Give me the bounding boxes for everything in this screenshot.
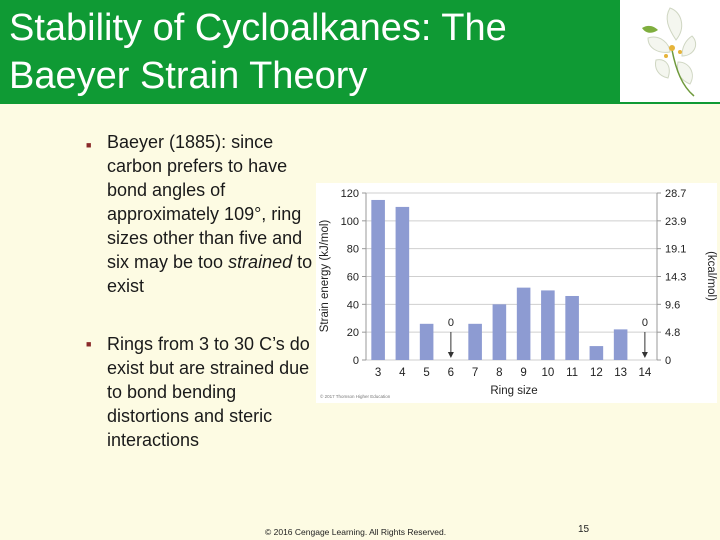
- title-divider: [0, 102, 720, 104]
- bullet-marker: ■: [86, 140, 92, 150]
- slide-title: Stability of Cycloalkanes: The Baeyer St…: [9, 7, 507, 97]
- y2-tick-label: 0: [665, 355, 671, 367]
- x-tick-label: 4: [399, 367, 406, 379]
- bar-ring-4: [395, 206, 410, 360]
- x-tick-label: 6: [448, 367, 454, 379]
- bar-ring-8: [492, 304, 507, 360]
- bar-ring-13: [613, 329, 628, 360]
- zero-value-label: 0: [448, 317, 454, 329]
- y2-tick-label: 23.9: [665, 216, 686, 228]
- bar-ring-7: [468, 323, 482, 360]
- x-tick-label: 11: [566, 367, 578, 379]
- bullet-1-tail: to exist: [107, 252, 313, 296]
- y-axis-label: Strain energy (kJ/mol): [319, 220, 331, 333]
- copyright-footer: © 2016 Cengage Learning. All Rights Rese…: [265, 527, 447, 537]
- bar-ring-3: [371, 199, 385, 360]
- x-tick-label: 12: [590, 367, 603, 379]
- chart-panel: Strain energy (kJ/mol) (kcal/mol) Ring s…: [316, 183, 717, 403]
- bullet-1-text: Baeyer (1885): since carbon prefers to h…: [107, 132, 303, 272]
- x-tick-label: 8: [496, 367, 502, 379]
- x-tick-label: 14: [638, 367, 651, 379]
- x-tick-label: 10: [541, 367, 554, 379]
- y-tick-label: 120: [341, 188, 359, 200]
- zero-value-label: 0: [642, 317, 648, 329]
- y-tick-label: 100: [341, 216, 359, 228]
- page-number: 15: [578, 524, 590, 535]
- zero-arrow-head: [447, 352, 454, 358]
- y-tick-label: 40: [347, 299, 359, 311]
- bullet-1: Baeyer (1885): since carbon prefers to h…: [107, 130, 319, 298]
- title-bar: Stability of Cycloalkanes: The Baeyer St…: [0, 0, 620, 102]
- y-tick-label: 60: [347, 272, 359, 284]
- bullet-1-emphasis: strained: [228, 252, 293, 272]
- x-tick-label: 5: [423, 367, 429, 379]
- bullet-marker: ■: [86, 339, 92, 349]
- bar-ring-11: [565, 295, 579, 360]
- y-tick-label: 20: [347, 327, 359, 339]
- bullet-2: Rings from 3 to 30 C’s do exist but are …: [107, 332, 319, 452]
- flower-image: [620, 0, 720, 102]
- y2-tick-label: 28.7: [665, 188, 686, 200]
- y2-axis-label: (kcal/mol): [705, 251, 717, 301]
- zero-arrow-head: [641, 352, 648, 358]
- y2-tick-label: 14.3: [665, 272, 686, 284]
- strain-energy-chart: Strain energy (kJ/mol) (kcal/mol) Ring s…: [319, 188, 717, 399]
- bullet-2-text: Rings from 3 to 30 C’s do exist but are …: [107, 334, 310, 450]
- flower-icon: [642, 7, 697, 97]
- x-axis-label: Ring size: [490, 385, 537, 397]
- y2-tick-label: 9.6: [665, 299, 680, 311]
- x-tick-label: 9: [520, 367, 526, 379]
- y2-tick-label: 4.8: [665, 327, 680, 339]
- y2-tick-label: 19.1: [665, 244, 686, 256]
- bar-ring-5: [419, 323, 434, 360]
- y-tick-label: 0: [353, 355, 359, 367]
- x-tick-label: 3: [375, 367, 381, 379]
- x-tick-label: 13: [614, 367, 627, 379]
- x-tick-label: 7: [472, 367, 478, 379]
- bar-ring-9: [516, 287, 531, 360]
- bar-ring-12: [589, 346, 604, 360]
- figure-credit: © 2017 Thomson Higher Education: [320, 393, 391, 399]
- bar-ring-10: [541, 290, 555, 360]
- y-tick-label: 80: [347, 244, 359, 256]
